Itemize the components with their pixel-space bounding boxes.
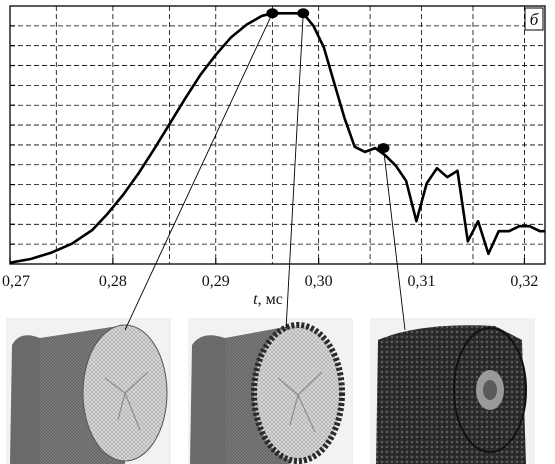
- panel-label: б: [530, 10, 539, 29]
- x-axis-label: t, мс: [253, 291, 283, 308]
- x-tick-label: 0,28: [99, 273, 127, 290]
- leader-lines-to-renders: [124, 13, 406, 331]
- series-line: [9, 12, 545, 264]
- panel-label-box: [524, 7, 544, 31]
- x-tick-label: 0,31: [408, 273, 436, 290]
- x-tick-label: 0,32: [510, 273, 538, 290]
- x-axis-unit: , мс: [258, 291, 283, 308]
- x-tick-label: 0,27: [2, 273, 30, 290]
- leader-line: [285, 13, 304, 331]
- fracture-render-3: [370, 318, 535, 464]
- y-tick-marks: [10, 25, 15, 245]
- leader-line: [124, 13, 273, 331]
- fracture-render-1: [6, 318, 171, 464]
- x-tick-labels: 0,27 0,28 0,29 0,30 0,31 0,32: [2, 273, 538, 290]
- x-tick-label: 0,29: [202, 273, 230, 290]
- fracture-render-2: [188, 318, 353, 464]
- x-tick-marks: [9, 258, 526, 264]
- grid-lines: [10, 6, 545, 264]
- x-axis-variable: t: [253, 291, 258, 308]
- x-tick-label: 0,30: [305, 273, 333, 290]
- leader-line: [383, 148, 406, 331]
